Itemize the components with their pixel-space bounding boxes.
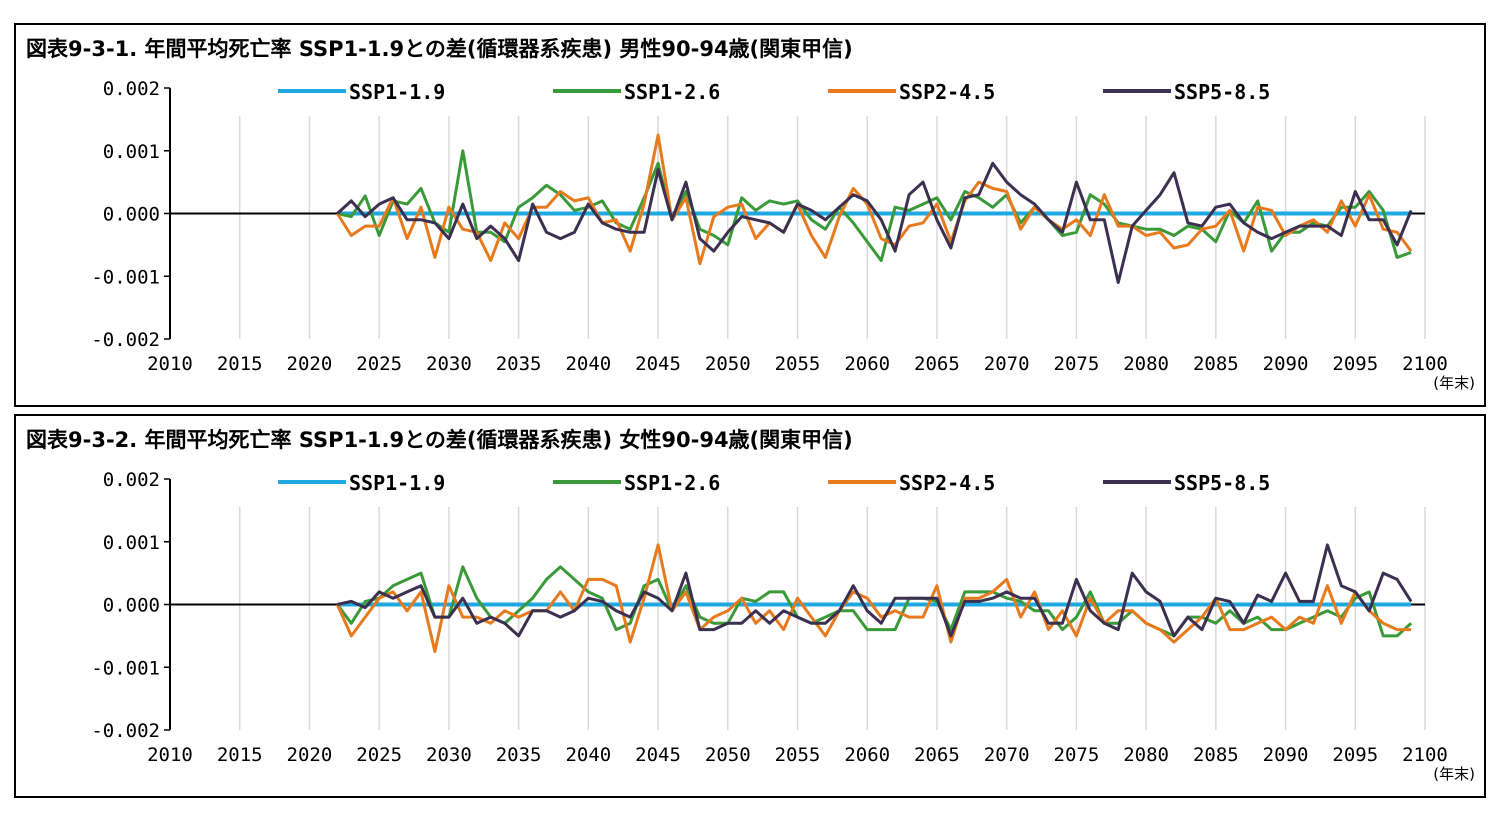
- legend-label: SSP1-2.6: [624, 471, 720, 495]
- x-tick-label: 2085: [1193, 353, 1239, 375]
- y-tick-label: -0.002: [91, 329, 160, 351]
- chart-title: 図表9-3-1. 年間平均死亡率 SSP1-1.9との差(循環器系疾患) 男性9…: [26, 37, 853, 61]
- x-tick-label: 2080: [1123, 744, 1169, 766]
- x-tick-label: 2035: [496, 353, 542, 375]
- x-tick-label: 2070: [984, 353, 1030, 375]
- y-tick-label: 0.000: [103, 204, 160, 226]
- series-line-SSP1-2.6: [336, 149, 1412, 263]
- y-tick-label: -0.002: [91, 720, 160, 742]
- legend-label: SSP1-1.9: [349, 80, 445, 104]
- series-line-SSP1-2.6: [336, 565, 1413, 638]
- x-tick-label: 2100: [1402, 744, 1448, 766]
- x-tick-label: 2060: [844, 744, 890, 766]
- legend-label: SSP1-2.6: [624, 80, 720, 104]
- y-tick-label: 0.001: [103, 532, 160, 554]
- chart-panel-1: 図表9-3-1. 年間平均死亡率 SSP1-1.9との差(循環器系疾患) 男性9…: [14, 23, 1486, 407]
- series-line-SSP2-4.5: [336, 133, 1413, 266]
- y-tick-label: 0.002: [103, 469, 160, 491]
- series-line-SSP5-8.5: [336, 543, 1413, 638]
- x-tick-label: 2050: [705, 353, 751, 375]
- legend-label: SSP2-4.5: [899, 471, 995, 495]
- x-tick-label: 2075: [1054, 353, 1100, 375]
- x-tick-label: 2070: [984, 744, 1030, 766]
- legend-label: SSP2-4.5: [899, 80, 995, 104]
- y-tick-label: -0.001: [91, 266, 160, 288]
- x-tick-label: 2090: [1263, 353, 1309, 375]
- x-tick-label: 2095: [1332, 353, 1378, 375]
- chart-title: 図表9-3-2. 年間平均死亡率 SSP1-1.9との差(循環器系疾患) 女性9…: [26, 428, 853, 452]
- chart-panel-2: 図表9-3-2. 年間平均死亡率 SSP1-1.9との差(循環器系疾患) 女性9…: [14, 414, 1486, 798]
- x-tick-label: 2015: [217, 744, 263, 766]
- series-line-SSP5-8.5: [336, 161, 1413, 284]
- legend-label: SSP5-8.5: [1174, 80, 1270, 104]
- x-tick-label: 2055: [775, 353, 821, 375]
- x-tick-label: 2045: [635, 744, 681, 766]
- x-tick-label: 2020: [287, 353, 333, 375]
- x-tick-label: 2050: [705, 744, 751, 766]
- y-tick-label: -0.001: [91, 657, 160, 679]
- x-tick-label: 2010: [147, 744, 193, 766]
- x-tick-label: 2080: [1123, 353, 1169, 375]
- y-tick-label: 0.001: [103, 141, 160, 163]
- x-tick-label: 2090: [1263, 744, 1309, 766]
- x-tick-label: 2015: [217, 353, 263, 375]
- x-tick-label: 2010: [147, 353, 193, 375]
- legend-label: SSP1-1.9: [349, 471, 445, 495]
- x-tick-label: 2100: [1402, 353, 1448, 375]
- x-tick-label: 2075: [1054, 744, 1100, 766]
- x-tick-label: 2045: [635, 353, 681, 375]
- x-tick-label: 2060: [844, 353, 890, 375]
- x-tick-label: 2055: [775, 744, 821, 766]
- x-tick-label: 2040: [565, 353, 611, 375]
- x-tick-label: 2020: [287, 744, 333, 766]
- y-tick-label: 0.000: [103, 595, 160, 617]
- x-tick-label: 2035: [496, 744, 542, 766]
- x-tick-label: 2025: [356, 744, 402, 766]
- legend-label: SSP5-8.5: [1174, 471, 1270, 495]
- x-tick-label: 2065: [914, 744, 960, 766]
- x-unit-label: (年末): [1433, 374, 1475, 392]
- x-tick-label: 2065: [914, 353, 960, 375]
- x-tick-label: 2085: [1193, 744, 1239, 766]
- x-tick-label: 2030: [426, 744, 472, 766]
- series-line-SSP2-4.5: [335, 543, 1412, 654]
- x-tick-label: 2040: [565, 744, 611, 766]
- y-tick-label: 0.002: [103, 78, 160, 100]
- x-tick-label: 2025: [356, 353, 402, 375]
- x-tick-label: 2030: [426, 353, 472, 375]
- x-unit-label: (年末): [1433, 765, 1475, 783]
- x-tick-label: 2095: [1332, 744, 1378, 766]
